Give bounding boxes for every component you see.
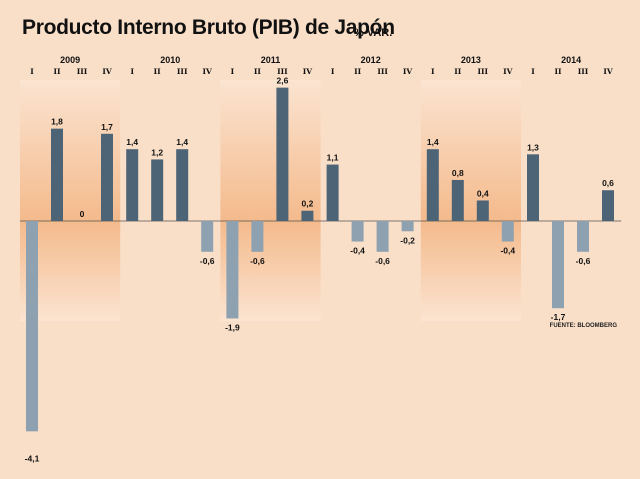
quarter-label-2012-III: III (377, 67, 388, 76)
data-label-2014-III: -0,6 (576, 256, 591, 266)
quarter-label-2009-II: II (53, 67, 61, 76)
bar-2012-III (376, 221, 389, 252)
chart-subtitle: % VAR. (354, 27, 393, 39)
bar-2011-II (251, 221, 264, 252)
data-label-2009-IV: 1,7 (101, 122, 113, 132)
data-label-2012-I: 1,1 (327, 153, 339, 163)
quarter-label-2011-III: III (277, 67, 288, 76)
year-label-2010: 2010 (160, 55, 180, 65)
source-note: FUENTE: BLOOMBERG (549, 323, 617, 329)
chart-title: Producto Interno Bruto (PIB) de Japón (22, 16, 395, 39)
quarter-label-2013-IV: IV (503, 67, 513, 76)
quarter-label-2010-III: III (177, 67, 188, 76)
quarter-label-2011-I: I (231, 67, 235, 76)
data-label-2011-I: -1,9 (225, 322, 240, 332)
year-label-2014: 2014 (561, 55, 581, 65)
quarter-label-2014-II: II (554, 67, 562, 76)
data-label-2013-IV: -0,4 (500, 246, 515, 256)
bar-2009-I (26, 221, 38, 432)
quarter-label-2010-IV: IV (203, 67, 213, 76)
data-label-2011-III: 2,6 (276, 76, 288, 86)
bar-2012-II (351, 221, 364, 242)
data-label-2010-I: 1,4 (126, 137, 138, 147)
bar-2014-I (527, 154, 539, 221)
data-label-2012-IV: -0,2 (400, 235, 415, 245)
quarter-label-2009-I: I (30, 67, 34, 76)
bar-2013-I (426, 149, 439, 221)
bar-2010-III (176, 149, 189, 221)
bar-2012-I (326, 164, 339, 221)
quarter-label-2014-I: I (531, 67, 535, 76)
data-label-2013-III: 0,4 (477, 188, 489, 198)
year-label-2009: 2009 (60, 55, 80, 65)
data-label-2009-II: 1,8 (51, 117, 63, 127)
quarter-label-2011-IV: IV (303, 67, 313, 76)
data-label-2010-III: 1,4 (176, 137, 188, 147)
bar-2010-I (126, 149, 139, 221)
data-label-2014-I: 1,3 (527, 142, 539, 152)
bar-2014-IV (602, 190, 614, 221)
bar-2010-II (151, 159, 164, 221)
data-label-2010-II: 1,2 (151, 147, 163, 157)
bar-2009-II (51, 128, 63, 221)
bar-2010-IV (201, 221, 214, 252)
bar-2013-IV (501, 221, 514, 242)
data-label-2014-IV: 0,6 (602, 178, 614, 188)
quarter-label-2009-III: III (77, 67, 88, 76)
year-band-top-2011 (220, 80, 321, 221)
data-label-2014-II: -1,7 (551, 312, 566, 322)
data-label-2011-IV: 0,2 (301, 199, 313, 209)
data-label-2012-II: -0,4 (350, 246, 365, 256)
bar-2012-IV (401, 221, 414, 232)
bar-2009-IV (101, 133, 113, 221)
quarter-label-2012-IV: IV (403, 67, 413, 76)
quarter-label-2013-II: II (454, 67, 462, 76)
quarter-label-2009-IV: IV (102, 67, 112, 76)
quarter-label-2013-I: I (431, 67, 435, 76)
bar-2013-III (476, 200, 489, 221)
year-label-2012: 2012 (361, 55, 381, 65)
bar-2011-I (226, 221, 239, 319)
bar-2014-II (552, 221, 564, 309)
quarter-label-2012-II: II (354, 67, 362, 76)
quarter-label-2010-I: I (130, 67, 134, 76)
data-label-2012-III: -0,6 (375, 256, 390, 266)
data-label-2009-I: -4,1 (25, 453, 40, 463)
data-label-2013-I: 1,4 (427, 137, 439, 147)
data-label-2013-II: 0,8 (452, 168, 464, 178)
quarter-label-2014-IV: IV (603, 67, 613, 76)
bar-2014-III (577, 221, 589, 252)
quarter-label-2012-I: I (331, 67, 335, 76)
year-label-2011: 2011 (261, 55, 281, 65)
year-label-2013: 2013 (461, 55, 481, 65)
bar-2011-III (276, 87, 289, 222)
data-label-2010-IV: -0,6 (200, 256, 215, 266)
quarter-label-2014-III: III (578, 67, 589, 76)
bar-2013-II (451, 179, 464, 221)
bar-2011-IV (301, 210, 314, 221)
data-label-2011-II: -0,6 (250, 256, 265, 266)
quarter-label-2011-II: II (254, 67, 262, 76)
quarter-label-2013-III: III (478, 67, 489, 76)
quarter-label-2010-II: II (154, 67, 162, 76)
data-label-2009-III: 0 (80, 209, 85, 219)
